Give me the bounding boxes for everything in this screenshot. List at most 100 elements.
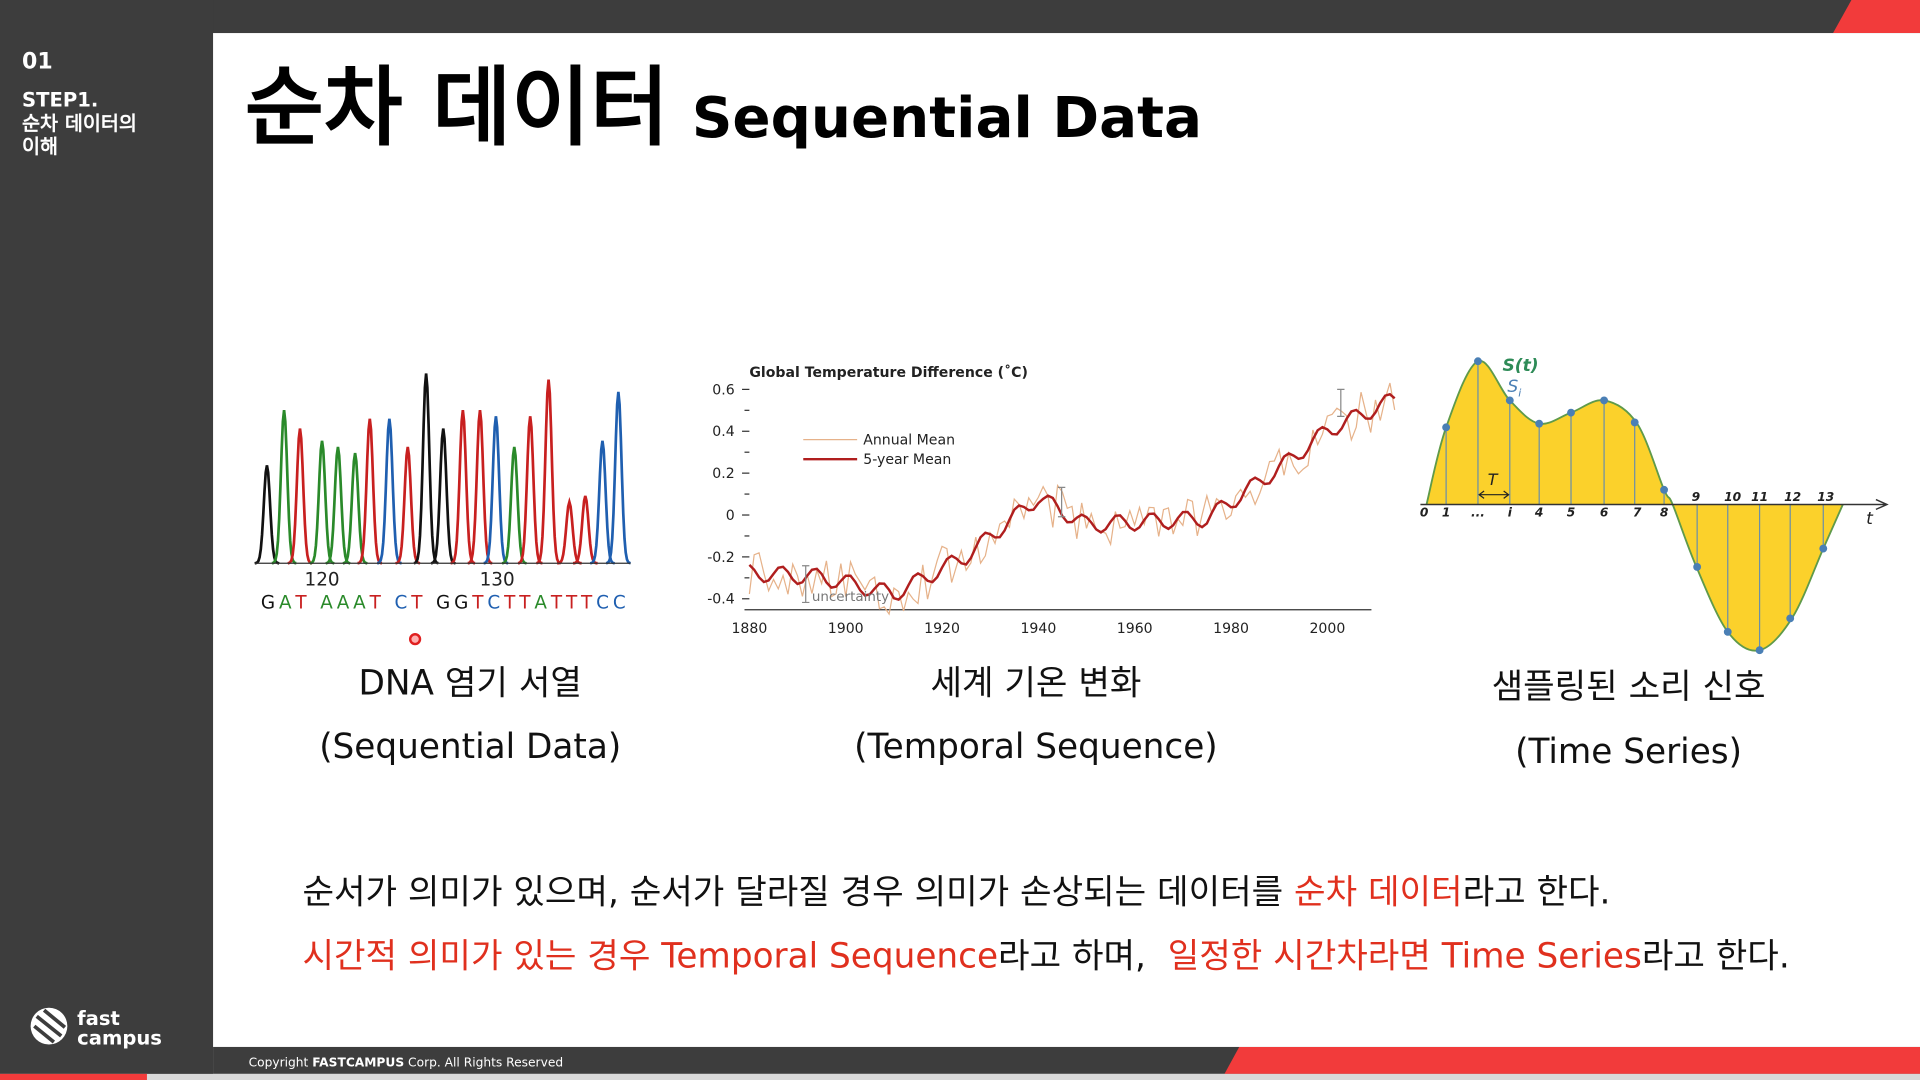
dna-base: C bbox=[394, 593, 407, 614]
time-axis bbox=[1420, 498, 1889, 511]
body-segment: 순서가 의미가 있으며, 순서가 달라질 경우 의미가 손상되는 데이터를 bbox=[302, 873, 1294, 913]
signal-tick-label: i bbox=[1508, 506, 1513, 520]
body-line: 시간적 의미가 있는 경우 Temporal Sequence라고 하며, 일정… bbox=[302, 936, 1789, 976]
temperature-title: Global Temperature Difference (˚C) bbox=[749, 364, 1028, 381]
dna-peak bbox=[536, 379, 562, 565]
signal-tick-label: 0 bbox=[1420, 506, 1429, 520]
signal-tick-label: 5 bbox=[1567, 506, 1576, 520]
temperature-y-tick-label: 0.6 bbox=[712, 382, 734, 398]
annual-mean-line bbox=[748, 382, 1396, 616]
dna-peak bbox=[342, 452, 368, 565]
sample-point bbox=[1786, 614, 1795, 623]
sample-point bbox=[1755, 646, 1764, 655]
period-arrow bbox=[1478, 490, 1510, 499]
sample-point bbox=[1660, 485, 1669, 494]
sample-point bbox=[1723, 627, 1732, 636]
body-segment: 순차 데이터 bbox=[1294, 873, 1463, 913]
body-segment: 라고 한다. bbox=[1463, 873, 1611, 913]
dna-base: T bbox=[565, 593, 578, 614]
sample-point bbox=[1474, 357, 1482, 366]
copyright-part: FASTCAMPUS bbox=[312, 1056, 404, 1070]
temperature-x-tick-label: 1960 bbox=[1117, 621, 1153, 637]
dna-base bbox=[426, 593, 432, 614]
dna-base: G bbox=[454, 593, 468, 614]
dna-base: T bbox=[580, 593, 593, 614]
dna-base bbox=[385, 593, 391, 614]
sample-point bbox=[1600, 396, 1609, 405]
logo-stripes bbox=[33, 1008, 67, 1044]
sample-point bbox=[1505, 396, 1514, 405]
dna-base: A bbox=[320, 593, 333, 614]
signal-tick-label: 7 bbox=[1633, 506, 1642, 520]
logo-text: campus bbox=[77, 1026, 162, 1049]
sample-point bbox=[1535, 419, 1544, 428]
logo-text: fast bbox=[77, 1007, 120, 1030]
dna-position: 130 bbox=[480, 569, 515, 590]
dna-base: A bbox=[337, 593, 350, 614]
figure-caption: DNA 염기 서열 bbox=[359, 663, 582, 703]
body-line: 순서가 의미가 있으며, 순서가 달라질 경우 의미가 손상되는 데이터를 순차… bbox=[302, 873, 1610, 913]
uncertainty-label: uncertainty bbox=[812, 590, 889, 605]
axis-label: t bbox=[1866, 509, 1874, 529]
dna-base: A bbox=[353, 593, 366, 614]
figure-caption: 세계 기온 변화 bbox=[930, 663, 1141, 703]
legend-label: 5-year Mean bbox=[863, 452, 951, 468]
signal-tick-label: 8 bbox=[1660, 506, 1669, 520]
legend-label: Annual Mean bbox=[863, 432, 955, 448]
step-topic: 순차 데이터의 bbox=[22, 112, 137, 135]
dna-base: T bbox=[410, 593, 423, 614]
sample-point bbox=[1442, 423, 1451, 432]
uncertainty-bar bbox=[1057, 486, 1066, 518]
temperature-x-tick-label: 1940 bbox=[1020, 621, 1056, 637]
dna-peak bbox=[377, 418, 402, 565]
step-topic: 이해 bbox=[22, 135, 58, 158]
temperature-x-tick-label: 1980 bbox=[1213, 621, 1249, 637]
dna-base: T bbox=[518, 593, 531, 614]
signal-label: S(t) bbox=[1502, 356, 1538, 376]
temperature-y-tick-label: 0 bbox=[726, 508, 735, 524]
signal-tick-label: ... bbox=[1471, 506, 1485, 520]
dna-base: T bbox=[471, 593, 484, 614]
dna-base: G bbox=[436, 593, 450, 614]
sample-point bbox=[1693, 563, 1702, 571]
signal-tick-label: 6 bbox=[1600, 506, 1609, 520]
subtitle: Sequential Data bbox=[692, 86, 1202, 151]
dna-base: T bbox=[294, 593, 307, 614]
temperature-x-tick-label: 1920 bbox=[924, 621, 960, 637]
dna-peak bbox=[517, 416, 543, 565]
title: 순차 데이터 bbox=[245, 58, 669, 158]
copyright: Copyright FASTCAMPUS Corp. All Rights Re… bbox=[249, 1056, 564, 1070]
copyright-part: Corp. All Rights Reserved bbox=[404, 1056, 563, 1070]
section-number: 01 bbox=[22, 50, 53, 75]
figure-caption: 샘플링된 소리 신호 bbox=[1492, 667, 1766, 707]
figure-subcaption: (Temporal Sequence) bbox=[854, 727, 1218, 767]
signal-tick-label: 11 bbox=[1751, 490, 1768, 504]
dna-base: C bbox=[613, 593, 626, 614]
figure-subcaption: (Time Series) bbox=[1515, 732, 1742, 772]
dna-peak bbox=[430, 428, 456, 565]
dna-peak bbox=[395, 446, 421, 565]
dna-peak bbox=[287, 428, 313, 565]
signal-tick-label: 12 bbox=[1784, 490, 1801, 504]
uncertainty-bar bbox=[1337, 388, 1345, 417]
dna-position: 120 bbox=[305, 569, 340, 590]
signal-fill bbox=[1426, 360, 1843, 651]
sample-point bbox=[1819, 544, 1828, 553]
figure-subcaption: (Sequential Data) bbox=[319, 727, 621, 767]
temperature-y-tick-label: 0.2 bbox=[712, 466, 734, 482]
sample-index: i bbox=[1518, 387, 1521, 400]
sample-point bbox=[1630, 418, 1639, 427]
body-segment: 일정한 시간차라면 Time Series bbox=[1168, 936, 1642, 976]
dna-base: A bbox=[534, 593, 547, 614]
dna-base: A bbox=[279, 593, 292, 614]
signal-tick-label: 9 bbox=[1692, 490, 1701, 504]
footer-edge-accent bbox=[0, 1073, 147, 1080]
signal-tick-label: 10 bbox=[1724, 490, 1742, 504]
dna-peak bbox=[605, 391, 631, 565]
top-accent bbox=[1833, 0, 1920, 34]
signal-curve bbox=[1425, 360, 1844, 652]
